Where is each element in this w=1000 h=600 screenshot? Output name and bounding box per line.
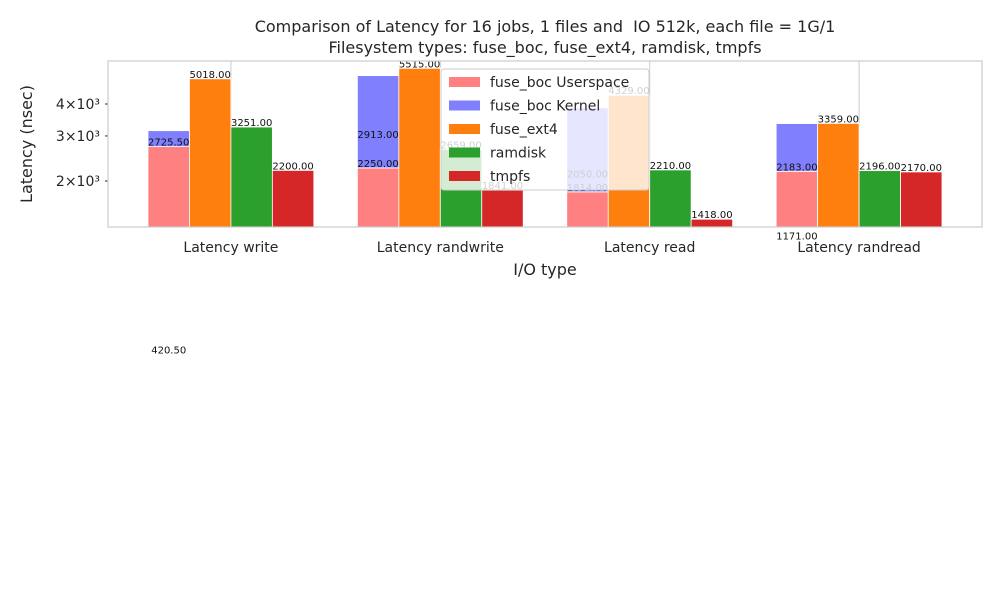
x-tick-label: Latency read [604, 240, 695, 256]
value-label: 5515.00 [399, 59, 440, 70]
legend-swatch [449, 147, 480, 158]
bar [858, 170, 901, 227]
bar [481, 189, 524, 227]
value-label: 2170.00 [901, 163, 942, 174]
value-label: 2725.50 [148, 138, 189, 149]
bar [566, 191, 609, 227]
legend-label: fuse_ext4 [490, 122, 558, 138]
value-label: 5018.00 [190, 70, 231, 81]
bar [900, 171, 943, 227]
bar [356, 167, 400, 227]
value-label: 2200.00 [272, 161, 313, 172]
value-label: 420.50 [151, 345, 186, 356]
legend-label: fuse_boc Kernel [490, 99, 600, 115]
bar [690, 218, 734, 227]
legend-swatch [449, 77, 480, 87]
bar [271, 170, 315, 227]
value-label: 1171.00 [776, 231, 817, 242]
value-label: 2913.00 [357, 130, 398, 141]
bar [817, 122, 860, 227]
legend-label: fuse_boc Userspace [490, 75, 629, 91]
bar [147, 146, 190, 227]
x-tick-label: Latency randwrite [377, 240, 504, 256]
value-label: 2210.00 [650, 161, 691, 172]
value-label: 2196.00 [859, 162, 900, 173]
value-label: 3251.00 [231, 118, 272, 129]
bar [356, 75, 400, 169]
chart-title: Comparison of Latency for 16 jobs, 1 fil… [255, 17, 836, 36]
bar [649, 169, 692, 227]
y-tick-label: 3×10³ [56, 129, 100, 145]
bar [775, 170, 819, 227]
bar [398, 67, 441, 227]
y-tick-label: 2×10³ [56, 174, 100, 190]
value-label: 3359.00 [818, 114, 859, 125]
x-axis-label: I/O type [513, 260, 577, 279]
x-tick-label: Latency write [183, 240, 278, 256]
value-label: 2250.00 [357, 159, 398, 170]
value-label: 2183.00 [776, 162, 817, 173]
legend-swatch [449, 124, 480, 134]
bar [775, 123, 819, 172]
plot-frame [107, 60, 983, 228]
y-tick-label: 4×10³ [56, 97, 100, 113]
x-tick-label: Latency randread [797, 240, 920, 256]
chart-subtitle: Filesystem types: fuse_boc, fuse_ext4, r… [328, 38, 761, 58]
bar [189, 78, 232, 227]
legend-swatch [449, 171, 480, 181]
legend-label: tmpfs [490, 169, 530, 185]
value-label: 1418.00 [691, 210, 732, 221]
bar [230, 126, 273, 227]
legend-label: ramdisk [490, 146, 547, 162]
legend-box [440, 68, 650, 191]
legend-swatch [449, 100, 480, 111]
y-axis-label: Latency (nsec) [17, 85, 36, 203]
